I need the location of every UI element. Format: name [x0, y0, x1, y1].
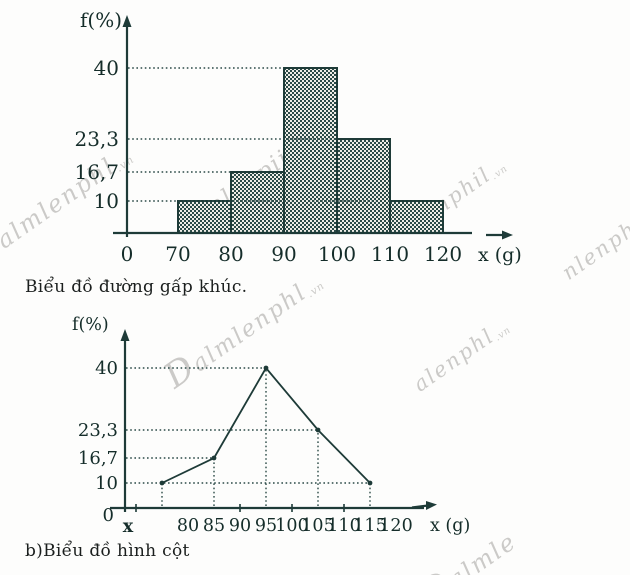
data-point [159, 480, 165, 486]
x-tick-label: 80 [218, 242, 243, 266]
y-tick-label: 23,3 [74, 127, 119, 151]
origin-label: 0 [103, 505, 114, 526]
y-tick-label: 16,7 [74, 160, 119, 184]
x-tick-label: 95 [255, 516, 277, 536]
y-tick-label: 16,7 [78, 448, 118, 469]
caption-line-chart: Biểu đồ đường gấp khúc. [25, 277, 248, 297]
y-tick-label: 23,3 [78, 420, 118, 441]
axis-arrow [502, 230, 513, 240]
x-axis-title: x (g) [430, 516, 470, 536]
histogram-bar [389, 200, 444, 234]
x-axis-title: x (g) [478, 244, 522, 266]
y-tick-label: 10 [94, 189, 119, 213]
y-axis-title: f(%) [80, 8, 122, 32]
data-point [367, 480, 373, 486]
x-tick-label: 0 [121, 242, 134, 266]
x-tick-label: 90 [229, 516, 251, 536]
data-point [263, 365, 269, 371]
x-tick-label: 120 [424, 242, 462, 266]
data-point [211, 455, 217, 461]
histogram-bar [283, 67, 338, 234]
y-tick-label: 10 [95, 473, 118, 494]
x-tick-label: 80 [177, 516, 199, 536]
x-tick-label: 100 [318, 242, 356, 266]
x-axis-arrow-shaft [411, 504, 429, 509]
x-tick-label: 100 [275, 516, 308, 536]
x-axis-extra-label: x [123, 517, 134, 537]
x-tick-label: 120 [379, 516, 412, 536]
caption-bar-chart: b)Biểu đồ hình cột [25, 541, 190, 561]
histogram-bar [230, 171, 285, 234]
x-tick-label: 85 [203, 516, 225, 536]
x-tick-label: 110 [327, 516, 360, 536]
axis-arrow [120, 329, 130, 341]
x-tick-label: 105 [301, 516, 334, 536]
axis-arrow [122, 15, 132, 27]
y-tick-label: 40 [95, 358, 118, 379]
y-axis-title: f(%) [72, 315, 109, 335]
histogram-bar [336, 138, 391, 234]
x-tick-label: 110 [371, 242, 409, 266]
x-tick-label: 115 [353, 516, 386, 536]
x-tick-label: 90 [271, 242, 296, 266]
data-point [315, 427, 321, 433]
axis-arrow [426, 501, 437, 510]
histogram-bar [177, 200, 232, 234]
x-tick-label: 70 [165, 242, 190, 266]
y-tick-label: 40 [94, 56, 119, 80]
